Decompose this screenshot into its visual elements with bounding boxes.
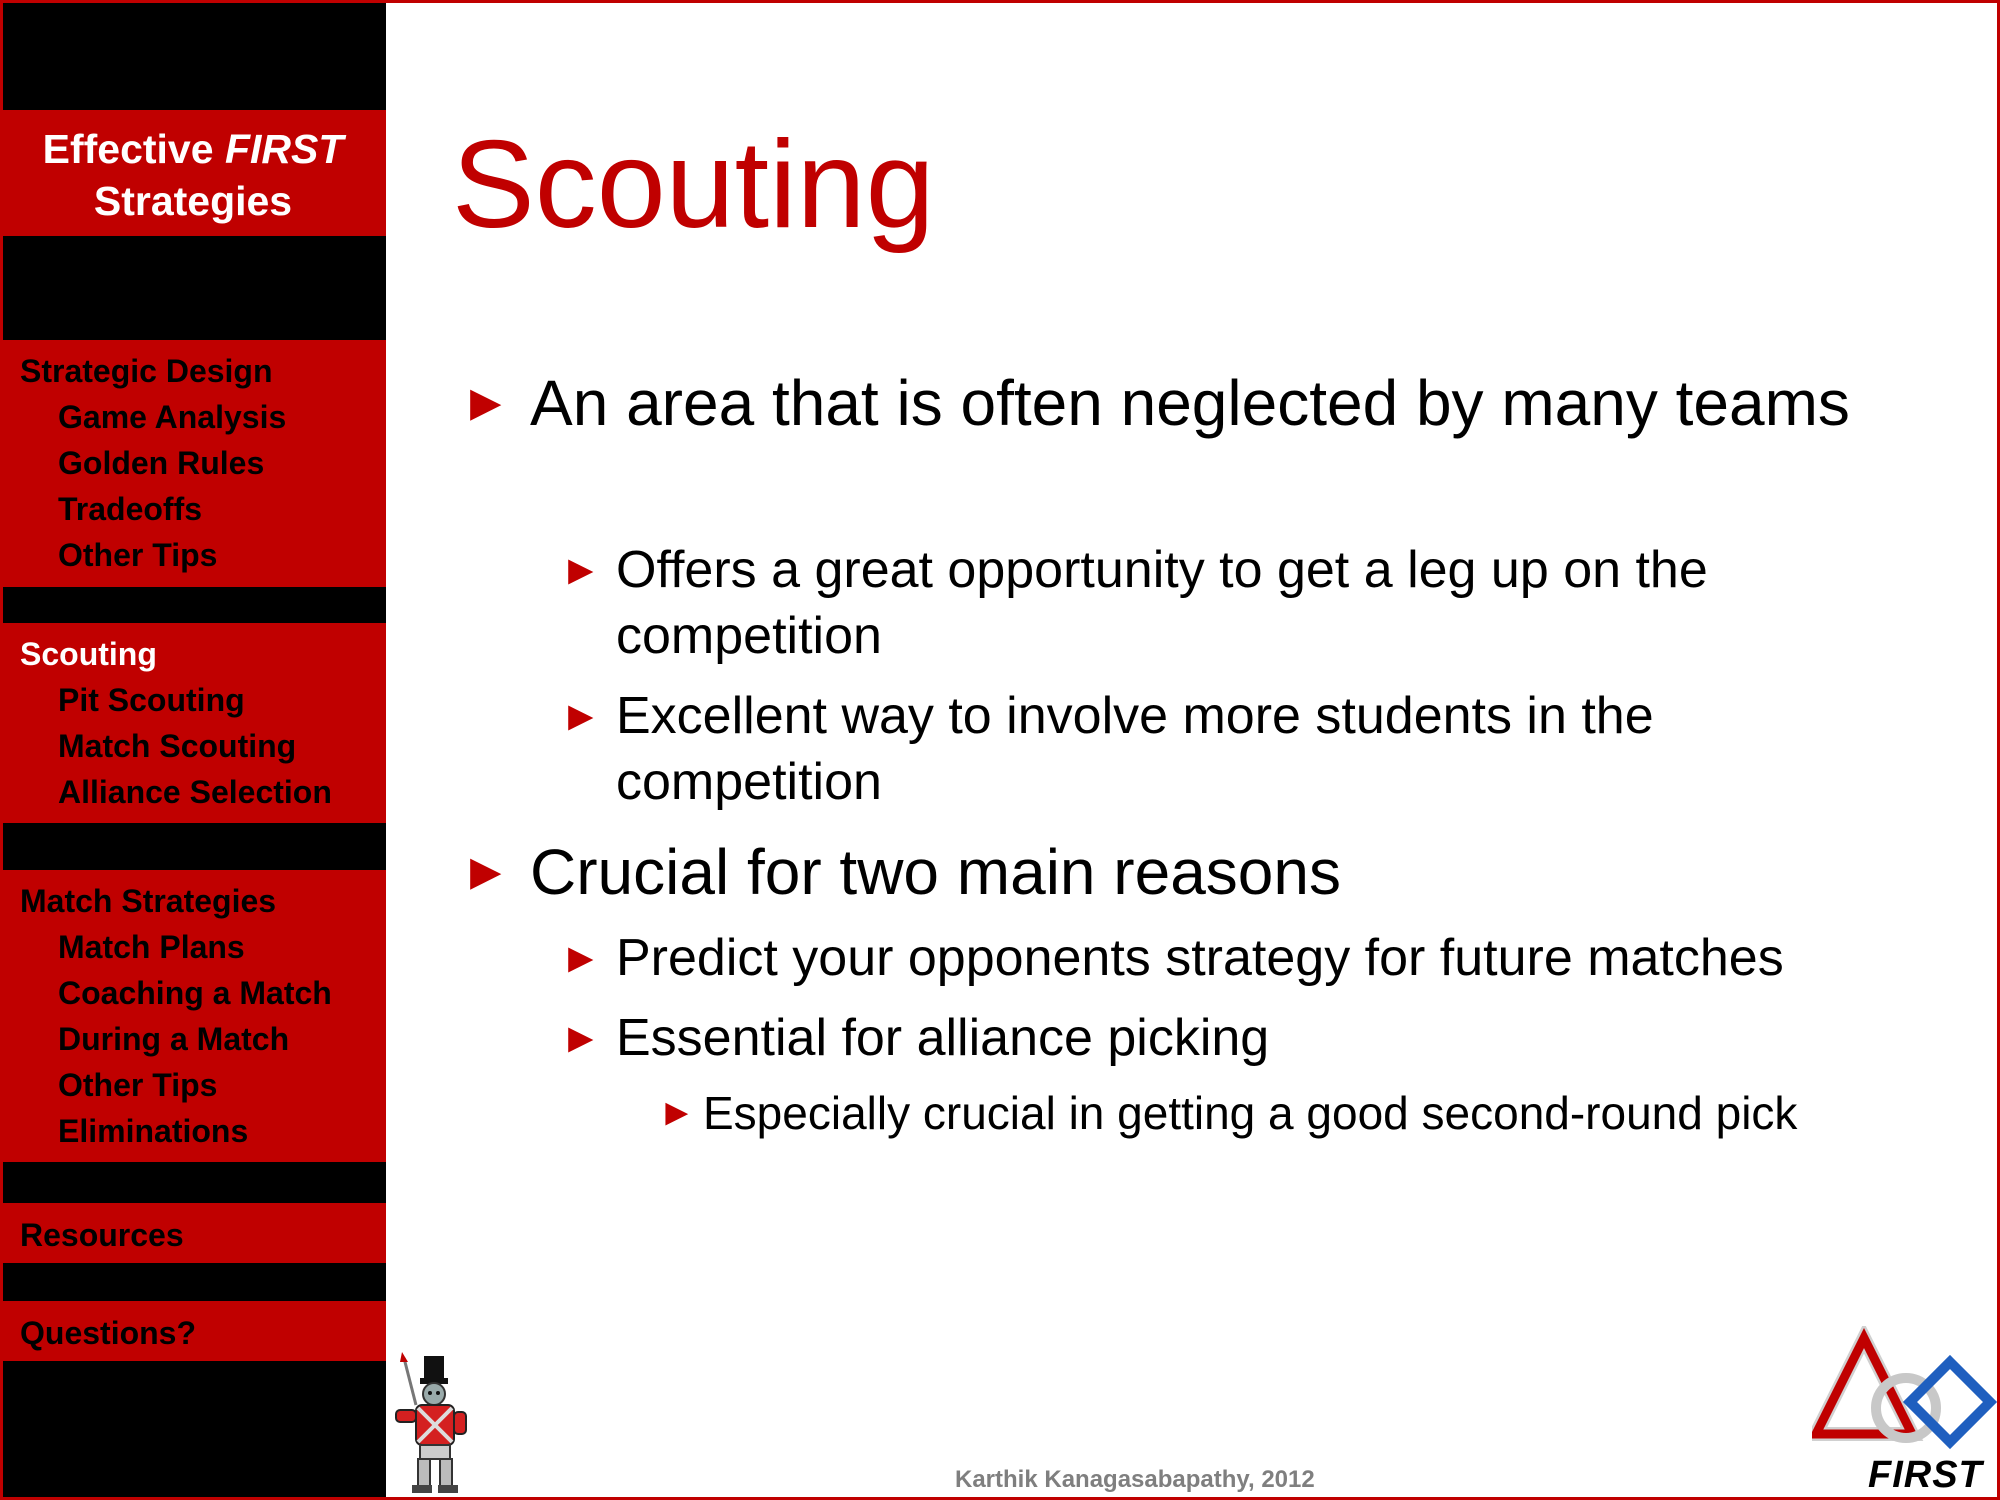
nav-link-resources[interactable]: Resources <box>20 1217 184 1253</box>
nav-link-scouting-current[interactable]: Scouting <box>20 636 157 672</box>
bullet-text: Excellent way to involve more students i… <box>616 687 1654 811</box>
nav-link-pit-scouting[interactable]: Pit Scouting <box>58 682 245 718</box>
nav-link-match-scouting[interactable]: Match Scouting <box>58 728 297 764</box>
bullet-arrow-icon: ► <box>560 1014 602 1061</box>
bullet-level2: ► Excellent way to involve more students… <box>560 683 1900 815</box>
title-suffix: Strategies <box>93 178 293 224</box>
bullet-arrow-icon: ► <box>560 934 602 981</box>
bullet-level2: ► Offers a great opportunity to get a le… <box>560 537 1900 669</box>
nav-link-match-plans[interactable]: Match Plans <box>58 929 245 965</box>
slide-title: Scouting <box>452 116 935 254</box>
nav-link-eliminations[interactable]: Eliminations <box>58 1113 249 1149</box>
title-emphasis: FIRST <box>224 126 344 172</box>
nav-link-game-analysis[interactable]: Game Analysis <box>58 399 287 435</box>
nav-link-tradeoffs[interactable]: Tradeoffs <box>58 491 203 527</box>
nav-link-golden-rules[interactable]: Golden Rules <box>58 445 265 481</box>
bullet-arrow-icon: ► <box>460 374 512 432</box>
nav-link-questions[interactable]: Questions? <box>20 1315 197 1351</box>
bullet-arrow-icon: ► <box>560 692 602 739</box>
bullet-level1: ► An area that is often neglected by man… <box>460 364 1890 442</box>
bullet-arrow-icon: ► <box>560 546 602 593</box>
bullet-arrow-icon: ► <box>460 843 512 901</box>
footer-author: Karthik Kanagasabapathy, 2012 <box>955 1466 1315 1493</box>
nav-section-strategic-design: Strategic Design Game Analysis Golden Ru… <box>0 340 386 587</box>
nav-link-strategic-design[interactable]: Strategic Design <box>20 353 273 389</box>
nav-link-coaching-a-match[interactable]: Coaching a Match <box>58 975 332 1011</box>
bullet-text: Offers a great opportunity to get a leg … <box>616 541 1708 665</box>
first-logo-icon <box>1812 1326 2000 1500</box>
bullet-text: An area that is often neglected by many … <box>530 367 1850 439</box>
nav-section-scouting: Scouting Pit Scouting Match Scouting All… <box>0 623 386 823</box>
bullet-text: Especially crucial in getting a good sec… <box>703 1087 1798 1139</box>
nav-link-other-tips[interactable]: Other Tips <box>58 537 218 573</box>
bullet-text: Essential for alliance picking <box>616 1009 1270 1067</box>
nav-link-during-a-match[interactable]: During a Match <box>58 1021 290 1057</box>
bullet-level1: ► Crucial for two main reasons <box>460 833 1890 911</box>
nav-link-other-tips-match[interactable]: Other Tips <box>58 1067 218 1103</box>
bullet-arrow-icon: ► <box>658 1092 696 1134</box>
nav-section-questions: Questions? <box>0 1301 386 1361</box>
sidebar-nav: Effective FIRST Strategies Strategic Des… <box>0 0 386 1500</box>
nav-link-alliance-selection[interactable]: Alliance Selection <box>58 774 332 810</box>
nav-link-match-strategies[interactable]: Match Strategies <box>20 883 277 919</box>
bullet-level2: ► Predict your opponents strategy for fu… <box>560 925 1900 991</box>
nav-section-resources: Resources <box>0 1203 386 1263</box>
nav-section-match-strategies: Match Strategies Match Plans Coaching a … <box>0 870 386 1162</box>
presentation-title: Effective FIRST Strategies <box>0 110 386 236</box>
bullet-level2: ► Essential for alliance picking <box>560 1005 1900 1071</box>
bullet-level3: ► Especially crucial in getting a good s… <box>658 1084 1818 1142</box>
title-prefix: Effective <box>42 126 225 172</box>
robot-mascot-image <box>395 1352 467 1493</box>
bullet-text: Predict your opponents strategy for futu… <box>616 929 1784 987</box>
bullet-text: Crucial for two main reasons <box>530 836 1341 908</box>
first-logo-wordmark: FIRST <box>1868 1454 1983 1496</box>
